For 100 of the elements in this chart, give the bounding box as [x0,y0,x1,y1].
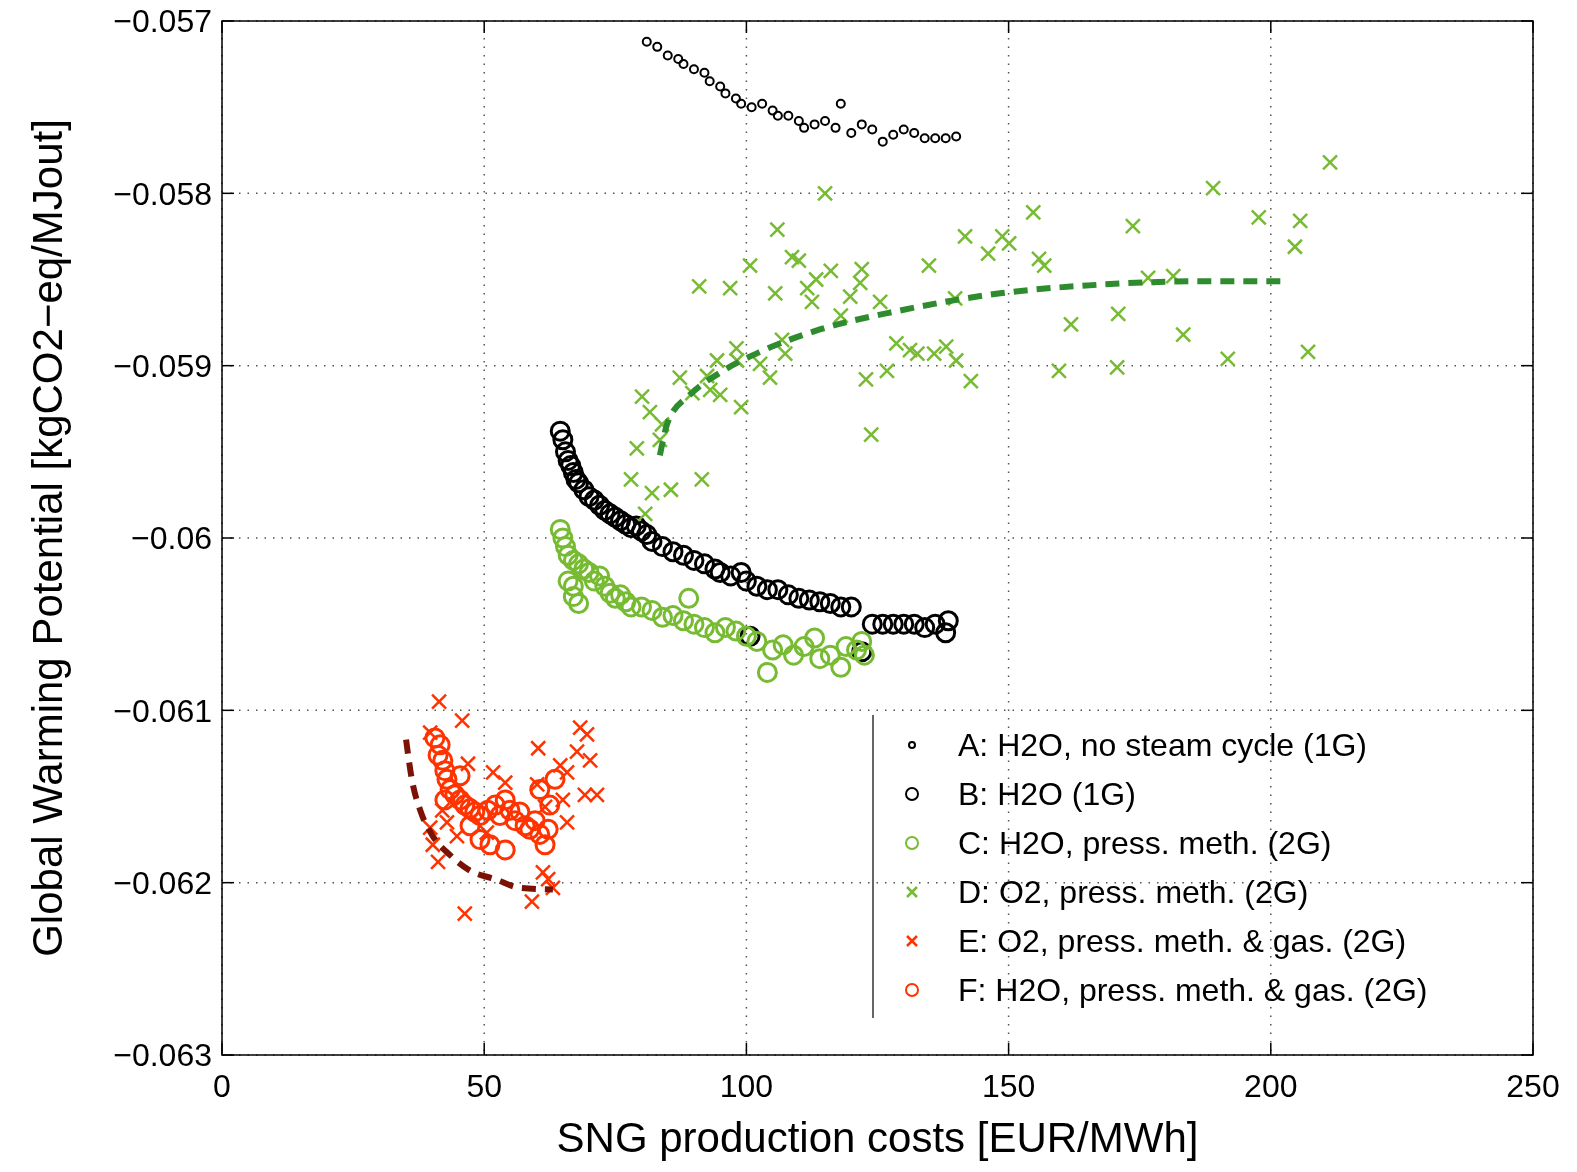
x-tick-label: 200 [1244,1068,1298,1104]
point [662,50,673,61]
point [438,814,456,831]
point [714,617,736,639]
point [846,128,857,139]
point [809,119,820,130]
point [683,613,705,635]
point [558,764,576,781]
point [898,124,909,135]
point [484,794,506,816]
point [479,834,501,856]
point [494,839,516,861]
point [456,905,474,922]
point [552,429,574,451]
point [539,794,561,816]
point [459,798,481,820]
point [424,836,442,853]
point [793,115,804,126]
point [861,613,883,635]
point [560,455,582,477]
point [678,587,700,609]
point [494,789,516,811]
point [641,599,663,621]
point [529,823,551,845]
point [594,499,616,521]
point [799,122,810,133]
point [554,441,576,463]
point [704,622,726,644]
point [820,115,831,126]
point [427,744,449,766]
point [919,133,930,144]
legend-label: D: O2, press. meth. (2G) [958,874,1309,911]
point [589,494,611,516]
point [762,639,784,661]
point [909,128,920,139]
point [534,834,556,856]
point [652,606,673,628]
point [568,743,586,760]
point [509,801,531,823]
point [599,503,621,525]
x-tick-label: 100 [719,1068,774,1104]
point [835,636,857,658]
point [882,613,904,635]
point [757,98,768,109]
point [549,518,571,540]
point [534,864,552,881]
point [528,776,546,793]
point [557,544,579,566]
point [846,639,868,661]
point [562,462,584,484]
legend-label: F: H2O, press. meth. & gas. (2G) [958,972,1428,1009]
point [562,549,584,571]
point [459,815,481,837]
point [693,617,715,639]
x-tick-label: 50 [466,1068,502,1104]
point [554,791,572,809]
point [851,630,873,652]
point [856,119,867,130]
point [903,613,925,635]
point [672,610,694,632]
point [631,596,653,618]
point [604,587,626,609]
point [709,561,731,583]
point [514,815,536,837]
point [772,110,783,121]
legend-label: E: O2, press. meth. & gas. (2G) [958,923,1407,960]
point [469,829,491,851]
point [557,570,579,592]
point [840,596,862,618]
point [519,818,541,840]
point [872,613,894,635]
point [578,486,600,508]
point [767,105,778,116]
point [430,693,448,710]
point [720,88,731,99]
point [610,510,632,532]
point [536,798,554,816]
point [615,591,637,613]
point [499,799,521,821]
point [730,93,741,104]
point [652,41,663,52]
point [951,131,962,142]
point [730,561,752,583]
point [477,799,499,821]
point [830,656,852,678]
point [940,133,951,144]
point [434,789,456,811]
y-tick-label: −0.057 [113,3,212,40]
point [568,592,590,614]
y-tick-label: −0.063 [113,1037,212,1074]
legend-label: B: H2O (1G) [958,776,1136,813]
x-tick-label: 250 [1506,1068,1560,1104]
point [434,760,456,782]
point [746,630,768,652]
point [683,549,705,571]
legend-label: C: H2O, press. meth. (2G) [958,825,1332,862]
point [424,727,446,749]
point [489,804,511,826]
point [429,734,451,756]
point [529,779,551,801]
